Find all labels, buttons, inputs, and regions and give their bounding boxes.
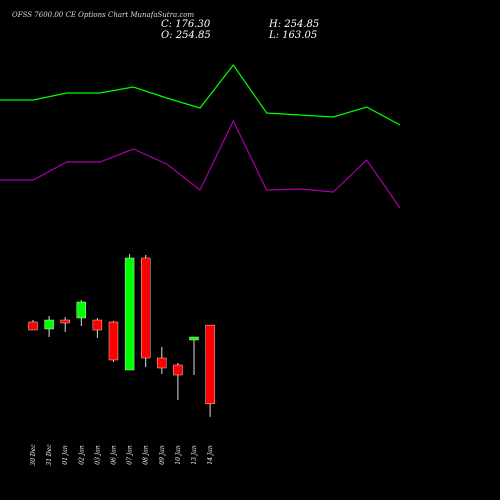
candle-up [189,336,199,341]
x-tick-label: 30 Dec [30,444,37,466]
high-value: H: 254.85 [269,19,320,30]
candle-down [92,319,103,331]
candle-down [60,319,70,324]
chart-title: OFSS 7600.00 CE Options Chart MunafaSutr… [12,11,195,19]
candle-down [28,321,38,331]
candle-up [44,319,54,330]
open-value: O: 254.85 [161,30,211,41]
x-tick-label: 10 Jan [175,445,182,465]
candle-down [205,324,215,404]
candle-up [124,257,135,371]
x-tick-label: 14 Jan [207,445,214,465]
close-value: C: 176.30 [161,19,211,30]
x-tick-label: 03 Jan [94,445,101,465]
low-value: L: 163.05 [269,30,318,41]
x-tick-label: 07 Jan [127,445,134,465]
candle-down [140,257,151,359]
x-tick-label: 31 Dec [46,444,53,466]
x-tick-label: 08 Jan [143,445,150,465]
x-tick-label: 02 Jan [78,445,85,465]
candle-down [157,357,167,369]
x-tick-label: 13 Jan [191,445,198,465]
candle-down [108,321,119,361]
candle-up [76,301,87,319]
lower-indicator-line [0,119,401,209]
x-tick-label: 01 Jan [62,445,69,465]
x-tick-label: 06 Jan [111,445,118,465]
x-tick-label: 09 Jan [159,445,166,465]
candle-down [173,364,183,376]
upper-indicator-line [0,63,401,126]
